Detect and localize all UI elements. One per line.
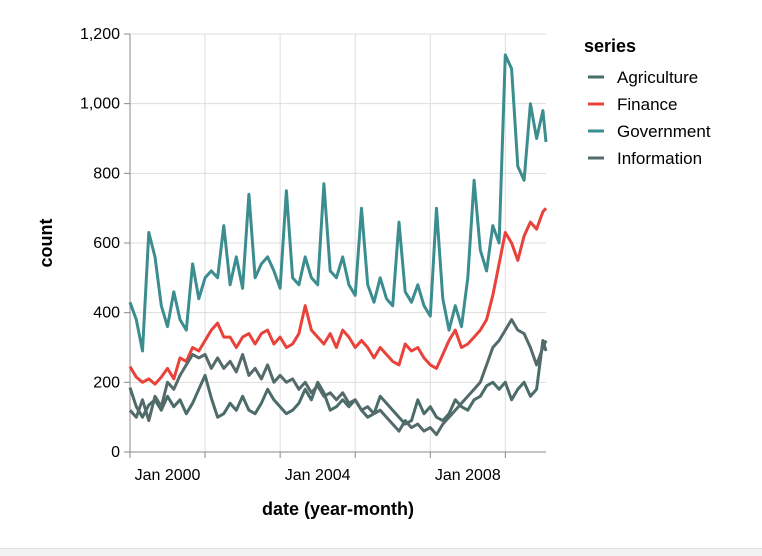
y-tick-label: 1,200: [80, 26, 120, 43]
series-line-finance: [128, 207, 548, 386]
series-line-agriculture: [128, 339, 548, 426]
series-lines: [128, 53, 548, 437]
y-axis: 0 200 400 600 800 1,000 1,200: [80, 26, 130, 461]
y-tick-label: 400: [93, 305, 120, 322]
y-tick-label: 0: [111, 444, 120, 461]
y-axis-title: count: [36, 219, 56, 268]
legend-title: series: [584, 36, 636, 56]
x-axis: Jan 2000 Jan 2004 Jan 2008: [129, 452, 506, 484]
x-tick-label: Jan 2004: [285, 467, 351, 484]
x-tick-label: Jan 2000: [135, 467, 201, 484]
series-line-government: [128, 53, 548, 353]
legend-label-government: Government: [617, 122, 711, 141]
y-tick-label: 800: [93, 165, 120, 182]
y-tick-label: 200: [93, 374, 120, 391]
legend-label-agriculture: Agriculture: [617, 68, 698, 87]
legend-label-information: Information: [617, 149, 702, 168]
bottom-bar: [0, 548, 762, 556]
x-axis-title: date (year-month): [262, 499, 414, 519]
legend: series Agriculture Finance Government Infor…: [584, 36, 711, 168]
y-tick-label: 600: [93, 235, 120, 252]
legend-label-finance: Finance: [617, 95, 677, 114]
series-line-information: [128, 318, 548, 437]
y-tick-label: 1,000: [80, 96, 120, 113]
x-tick-label: Jan 2008: [435, 467, 501, 484]
